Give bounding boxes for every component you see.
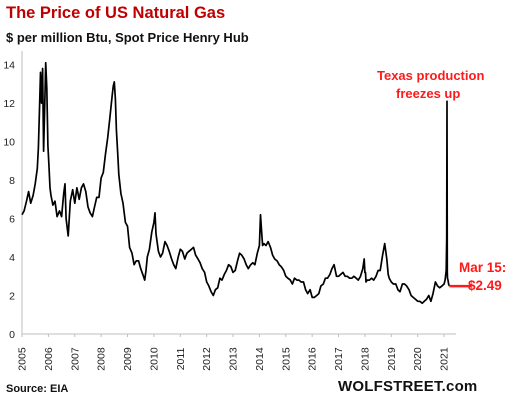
x-tick-label: 2008 [96, 347, 108, 371]
x-tick-label: 2007 [69, 347, 81, 371]
y-axis-ticks: 0 2 4 6 8 10 12 14 [3, 60, 15, 341]
y-tick-label: 14 [3, 60, 15, 72]
axes [21, 51, 456, 335]
x-tick-label: 2014 [254, 347, 266, 371]
x-tick-label: 2005 [17, 347, 29, 371]
x-tick-label: 2012 [201, 347, 213, 371]
y-tick-label: 6 [9, 214, 15, 226]
annotation-last-line2: $2.49 [468, 278, 502, 293]
chart-subtitle: $ per million Btu, Spot Price Henry Hub [6, 30, 249, 45]
y-tick-label: 2 [9, 291, 15, 303]
y-tick-label: 0 [9, 329, 15, 341]
x-tick-label: 2006 [43, 347, 55, 371]
x-tick-label: 2019 [386, 347, 398, 371]
source-note: Source: EIA [6, 383, 69, 395]
chart-title: The Price of US Natural Gas [6, 4, 226, 22]
annotation-last-line1: Mar 15: [459, 260, 506, 275]
x-tick-label: 2020 [412, 347, 424, 371]
x-axis-ticks: 2005 2006 2007 2008 2009 2010 2011 2012 2013 2014… [17, 334, 451, 371]
x-tick-label: 2010 [148, 347, 160, 371]
y-tick-label: 4 [9, 252, 15, 264]
x-tick-label: 2011 [175, 348, 187, 371]
x-tick-label: 2017 [333, 347, 345, 371]
y-tick-label: 12 [3, 98, 15, 110]
x-tick-label: 2009 [122, 347, 134, 371]
x-tick-label: 2016 [307, 347, 319, 371]
x-tick-label: 2018 [359, 347, 371, 371]
y-tick-label: 10 [3, 137, 15, 149]
series-line [21, 61, 451, 305]
series-group [21, 61, 472, 305]
x-tick-label: 2013 [228, 347, 240, 371]
annotations: Texas production freezes up Mar 15: $2.4… [377, 68, 506, 293]
annotation-spike-line2: freezes up [396, 86, 460, 101]
x-tick-label: 2021 [439, 347, 451, 371]
y-tick-label: 8 [9, 175, 15, 187]
brand-logo-text: WOLFSTREET.com [338, 378, 478, 395]
annotation-spike-line1: Texas production [377, 68, 484, 83]
x-tick-label: 2015 [280, 347, 292, 371]
